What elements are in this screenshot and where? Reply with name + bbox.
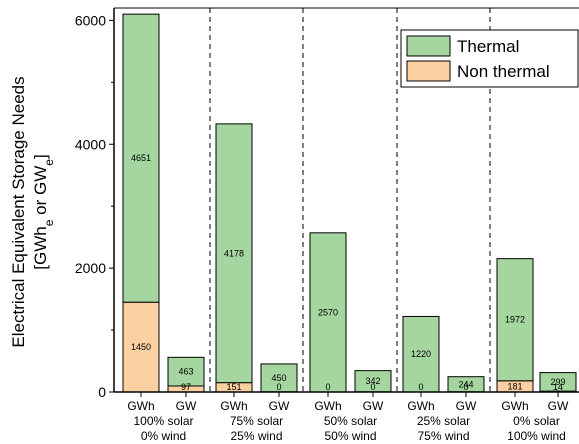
- group-label-line1: 100% solar: [133, 414, 193, 428]
- label-text: ]: [31, 154, 50, 159]
- group-label-line2: 0% wind: [141, 429, 186, 443]
- bars-layer: [122, 13, 577, 393]
- label-text: [GWh: [31, 226, 50, 269]
- y-tick-label: 6000: [75, 12, 106, 28]
- label-text: or GW: [31, 166, 50, 220]
- data-label-nonthermal: 181: [507, 381, 522, 391]
- x-tick-label: GWh: [407, 399, 434, 413]
- bar-nonthermal: [122, 301, 160, 393]
- group-label-line1: 50% solar: [324, 414, 377, 428]
- y-axis-label-line2: [GWhe or GWe]: [31, 154, 56, 269]
- bar-thermal: [260, 363, 298, 393]
- data-label-nonthermal: 14: [553, 382, 563, 392]
- bar-thermal: [167, 356, 205, 387]
- data-label-nonthermal: 97: [181, 382, 191, 392]
- x-tick-label: GW: [269, 399, 290, 413]
- y-tick-label: 2000: [75, 260, 106, 276]
- legend-swatch: [406, 35, 451, 57]
- y-tick-label: 0: [98, 384, 106, 400]
- x-tick-label: GWh: [127, 399, 154, 413]
- data-label-thermal: 2570: [318, 307, 338, 317]
- bar-thermal: [402, 315, 440, 393]
- data-label-thermal: 299: [550, 377, 565, 387]
- data-label-nonthermal: 0: [463, 382, 468, 392]
- bar-thermal: [309, 232, 347, 393]
- x-tick-label: GW: [548, 399, 569, 413]
- data-label-thermal: 1220: [411, 349, 431, 359]
- x-tick-label: GW: [176, 399, 197, 413]
- data-label-thermal: 4178: [224, 248, 244, 258]
- legend: Thermal Non thermal: [400, 29, 579, 88]
- bar-thermal: [122, 13, 160, 303]
- x-tick-label: GWh: [314, 399, 341, 413]
- data-label-nonthermal: 0: [276, 382, 281, 392]
- group-label-line2: 75% wind: [417, 429, 469, 443]
- data-label-thermal: 1972: [505, 315, 525, 325]
- group-label-line2: 25% wind: [230, 429, 282, 443]
- y-axis-label-line1: Electrical Equivalent Storage Needs: [9, 76, 28, 347]
- group-label-line2: 100% wind: [507, 429, 566, 443]
- x-tick-label: GW: [456, 399, 477, 413]
- data-label-nonthermal: 1450: [131, 342, 151, 352]
- group-label-line1: 75% solar: [230, 414, 283, 428]
- data-label-nonthermal: 151: [226, 382, 241, 392]
- legend-label: Non thermal: [457, 62, 550, 81]
- subscript: e: [42, 219, 56, 226]
- group-label-line2: 50% wind: [324, 429, 376, 443]
- data-label-nonthermal: 0: [325, 382, 330, 392]
- x-tick-label: GW: [363, 399, 384, 413]
- bar-thermal: [215, 123, 253, 384]
- group-label-line1: 25% solar: [417, 414, 470, 428]
- legend-swatch: [406, 60, 451, 82]
- data-label-thermal: 4651: [131, 153, 151, 163]
- bar-thermal: [539, 372, 577, 392]
- data-label-thermal: 463: [178, 367, 193, 377]
- x-tick-label: GWh: [501, 399, 528, 413]
- data-label-nonthermal: 0: [370, 382, 375, 392]
- data-label-thermal: 244: [458, 379, 473, 389]
- legend-label: Thermal: [457, 37, 519, 56]
- group-label-line1: 0% solar: [513, 414, 560, 428]
- x-tick-label: GWh: [220, 399, 247, 413]
- data-label-thermal: 342: [365, 376, 380, 386]
- y-tick-label: 4000: [75, 136, 106, 152]
- bar-thermal: [496, 258, 534, 382]
- data-label-thermal: 450: [271, 373, 286, 383]
- data-label-nonthermal: 0: [418, 382, 423, 392]
- subscript: e: [42, 159, 56, 166]
